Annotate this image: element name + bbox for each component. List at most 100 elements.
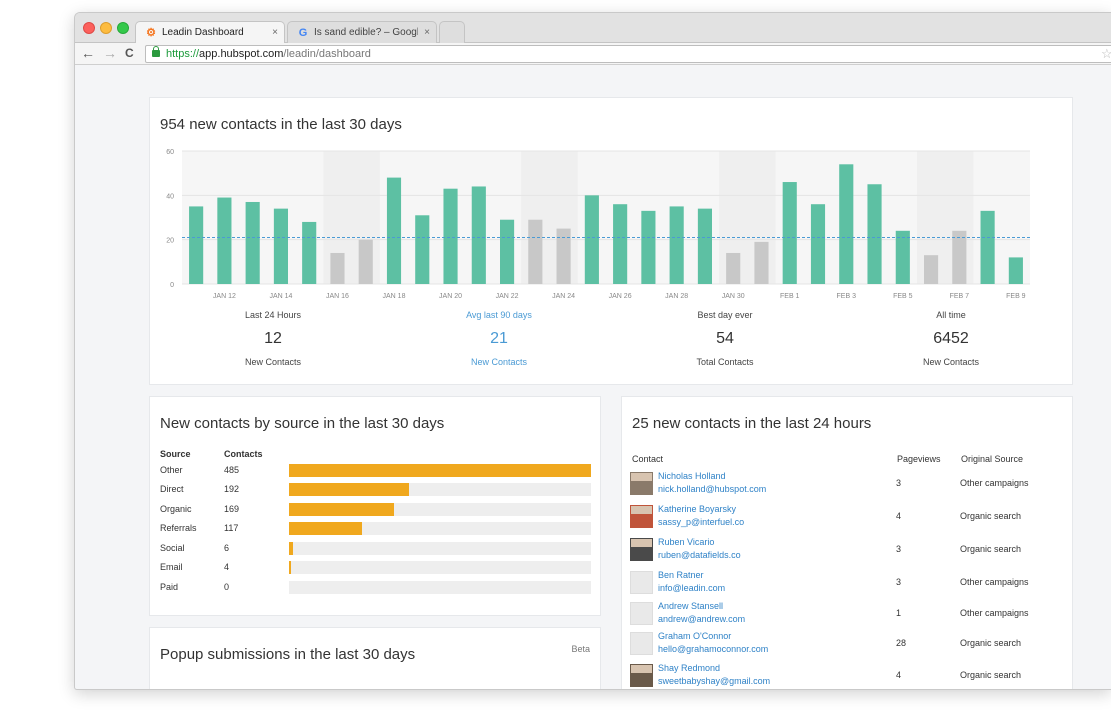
contact-name-link[interactable]: Katherine Boyarsky <box>658 504 737 514</box>
google-icon: G <box>298 27 308 39</box>
source-row: Paid 0 <box>160 581 600 595</box>
contact-row[interactable]: Ruben Vicario ruben@datafields.co 3 Organic… <box>630 536 1060 564</box>
close-tab-icon[interactable]: × <box>272 27 278 38</box>
source-bar-track <box>289 464 591 477</box>
source-count: 192 <box>224 484 240 494</box>
chart-bar <box>528 219 543 284</box>
close-tab-icon[interactable]: × <box>424 27 430 38</box>
chart-bar <box>895 230 910 284</box>
contact-row[interactable]: Ben Ratner info@leadin.com 3 Other campaign… <box>630 569 1060 597</box>
stat-sub: Total Contacts <box>696 357 754 367</box>
source-name: Referrals <box>160 523 197 533</box>
contact-name-link[interactable]: Shay Redmond <box>658 663 721 673</box>
reload-icon[interactable]: C <box>125 46 134 60</box>
contact-row[interactable]: Andrew Stansell andrew@andrew.com 1 Other c… <box>630 600 1060 628</box>
contact-name-link[interactable]: Nicholas Holland <box>658 471 726 481</box>
x-tick-label: FEB 9 <box>1006 293 1026 300</box>
contact-original-source: Other campaigns <box>960 478 1029 488</box>
chart-bar <box>245 201 260 284</box>
forward-icon[interactable]: → <box>103 45 117 61</box>
chart-bar <box>443 188 458 284</box>
contacts-chart-card: 954 new contacts in the last 30 days 0 20… <box>149 97 1073 385</box>
avatar[interactable] <box>630 472 653 495</box>
back-icon[interactable]: ← <box>81 45 95 61</box>
new-tab-button[interactable] <box>439 21 465 44</box>
contact-pageviews: 3 <box>896 577 902 587</box>
browser-window: ⚙ Leadin Dashboard × G Is sand edible? –… <box>74 12 1111 690</box>
bookmark-star-icon[interactable]: ☆ <box>1101 46 1111 62</box>
chart-bar <box>782 182 797 284</box>
stat-sub: New Contacts <box>470 357 528 367</box>
contact-name-link[interactable]: Ruben Vicario <box>658 537 715 547</box>
contact-email-link[interactable]: sassy_p@interfuel.co <box>658 517 745 527</box>
url-host: app.hubspot.com <box>199 48 284 60</box>
contact-original-source: Organic search <box>960 511 1022 521</box>
stat-sub: New Contacts <box>244 357 302 367</box>
chart-bar <box>556 228 571 284</box>
avatar[interactable] <box>630 538 653 561</box>
close-window-button[interactable] <box>83 22 95 34</box>
contact-email-link[interactable]: hello@grahamoconnor.com <box>658 644 769 654</box>
source-name: Social <box>160 543 185 553</box>
source-row: Social 6 <box>160 542 600 556</box>
source-count: 6 <box>224 543 230 553</box>
x-tick-label: JAN 28 <box>665 293 688 300</box>
chart-bar <box>302 221 317 284</box>
source-row: Other 485 <box>160 464 600 478</box>
maximize-window-button[interactable] <box>117 22 129 34</box>
stat-value: 6452 <box>933 330 969 347</box>
stat-all-time: All time 6452 New Contacts <box>838 310 1064 367</box>
contact-email-link[interactable]: sweetbabyshay@gmail.com <box>658 676 771 686</box>
contact-row[interactable]: Katherine Boyarsky sassy_p@interfuel.co 4 O… <box>630 503 1060 531</box>
contact-name-link[interactable]: Andrew Stansell <box>658 601 724 611</box>
contact-column-header: Contact <box>632 454 664 464</box>
tab-google-search[interactable]: G Is sand edible? – Google s × <box>287 21 437 44</box>
source-bar-track <box>289 581 591 594</box>
source-count: 4 <box>224 562 230 572</box>
avatar[interactable] <box>630 571 653 594</box>
source-name: Email <box>160 562 183 572</box>
contact-name-link[interactable]: Ben Ratner <box>658 570 704 580</box>
contact-email-link[interactable]: andrew@andrew.com <box>658 614 746 624</box>
contact-email-link[interactable]: nick.holland@hubspot.com <box>658 484 767 494</box>
x-tick-label: JAN 12 <box>213 293 236 300</box>
original-source-column-header: Original Source <box>961 454 1024 464</box>
contact-pageviews: 1 <box>896 608 902 618</box>
avatar[interactable] <box>630 632 653 655</box>
x-tick-label: FEB 7 <box>950 293 970 300</box>
contact-name-link[interactable]: Graham O'Connor <box>658 631 732 641</box>
contact-row[interactable]: Graham O'Connor hello@grahamoconnor.com 28… <box>630 630 1060 658</box>
pageviews-column-header: Pageviews <box>897 454 941 464</box>
stat-value: 12 <box>264 330 282 347</box>
contact-row[interactable]: Nicholas Holland nick.holland@hubspot.com… <box>630 470 1060 498</box>
chart-bar <box>613 204 628 284</box>
stat-avg-90-days[interactable]: Avg last 90 days 21 New Contacts <box>386 310 612 367</box>
contact-email-link[interactable]: info@leadin.com <box>658 583 726 593</box>
minimize-window-button[interactable] <box>100 22 112 34</box>
contact-original-source: Organic search <box>960 670 1022 680</box>
chart-bar <box>924 255 939 284</box>
contacts-column-header: Contacts <box>224 449 263 459</box>
avatar[interactable] <box>630 505 653 528</box>
source-bar-track <box>289 483 591 496</box>
contact-pageviews: 3 <box>896 544 902 554</box>
avatar[interactable] <box>630 602 653 625</box>
source-bar-fill <box>289 464 591 477</box>
contact-email-link[interactable]: ruben@datafields.co <box>658 550 741 560</box>
contact-original-source: Other campaigns <box>960 577 1029 587</box>
source-count: 0 <box>224 582 230 592</box>
popup-card: Popup submissions in the last 30 days Be… <box>149 627 601 689</box>
tab-leadin-dashboard[interactable]: ⚙ Leadin Dashboard × <box>135 21 285 44</box>
contact-pageviews: 4 <box>896 670 902 680</box>
x-tick-label: JAN 30 <box>722 293 745 300</box>
contacts-card-title: 25 new contacts in the last 24 hours <box>632 415 872 432</box>
tab-label: Leadin Dashboard <box>162 27 244 38</box>
address-bar[interactable]: https://app.hubspot.com/leadin/dashboard… <box>145 45 1111 63</box>
contact-original-source: Other campaigns <box>960 608 1029 618</box>
x-tick-label: JAN 20 <box>439 293 462 300</box>
x-tick-label: JAN 26 <box>609 293 632 300</box>
contact-row[interactable]: Shay Redmond sweetbabyshay@gmail.com 4 Orga… <box>630 662 1060 689</box>
avatar[interactable] <box>630 664 653 687</box>
source-bar-fill <box>289 561 292 574</box>
chart-bar <box>358 239 373 284</box>
